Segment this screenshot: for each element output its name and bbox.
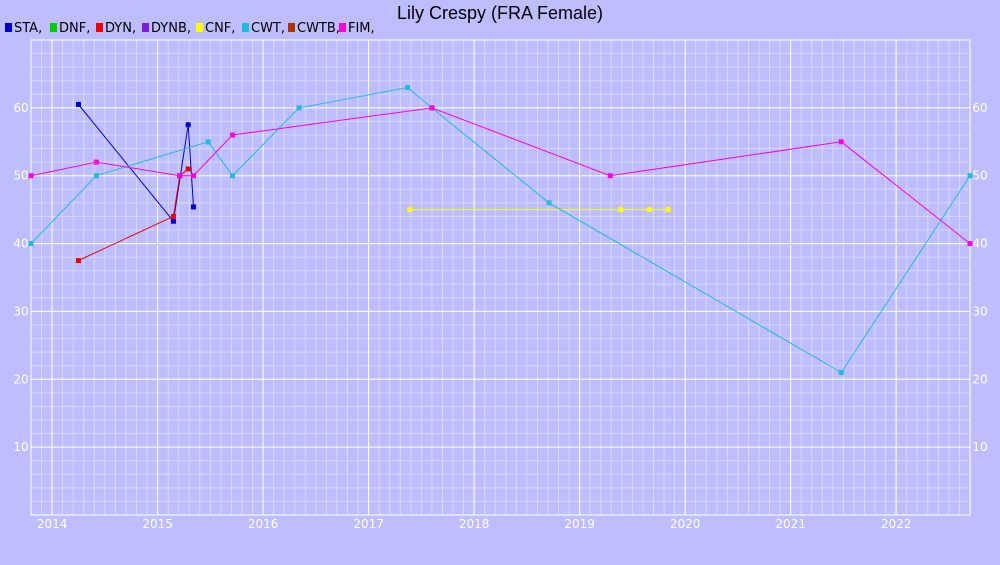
series-line-sta [78, 104, 194, 223]
data-point-cnf [646, 207, 652, 213]
data-point-cwt [230, 173, 236, 179]
legend-swatch-cnf [196, 23, 203, 32]
data-point-sta [170, 218, 176, 224]
data-point-cnf [665, 207, 671, 213]
plot-frame [30, 39, 971, 516]
y-tick-label-left: 40 [13, 237, 28, 251]
legend-label-dnf: DNF, [59, 21, 90, 36]
x-tick-label: 2017 [353, 517, 384, 531]
y-tick-label-left: 50 [13, 169, 28, 183]
x-tick-label: 2018 [459, 517, 490, 531]
data-point-cwt [205, 139, 211, 145]
series-line-dyn [78, 168, 189, 261]
y-tick-label-left: 30 [13, 304, 28, 318]
series-line-cwt [30, 86, 971, 374]
legend-swatch-cwt [242, 23, 249, 32]
series-fim [28, 105, 973, 247]
data-point-fim [230, 132, 236, 138]
data-point-fim [177, 173, 183, 179]
x-tick-label: 2022 [881, 517, 912, 531]
series-dyn [75, 166, 191, 264]
data-point-fim [429, 105, 435, 111]
legend-label-fim: FIM, [348, 21, 375, 36]
legend-swatch-dyn [96, 23, 103, 32]
legend-swatch-sta [5, 23, 12, 32]
data-point-fim [838, 139, 844, 145]
x-tick-label: 2021 [775, 517, 806, 531]
data-point-sta [190, 204, 196, 210]
legend-label-cwt: CWT, [251, 21, 285, 36]
data-point-cwt [967, 173, 973, 179]
series-cnf [407, 207, 671, 213]
data-point-cwt [28, 241, 34, 247]
data-point-cwt [838, 370, 844, 375]
x-tick-label: 2020 [670, 517, 701, 531]
data-point-dyn [185, 166, 191, 172]
legend-label-sta: STA, [14, 21, 42, 36]
legend-label-dyn: DYN, [105, 21, 136, 36]
data-point-cwt [405, 85, 411, 90]
legend-swatch-dynb [142, 23, 149, 32]
legend-swatch-cwtb [288, 23, 295, 32]
x-tick-label: 2016 [248, 517, 279, 531]
y-tick-label-left: 60 [13, 101, 28, 115]
data-point-sta [185, 122, 191, 128]
data-point-fim [93, 159, 99, 165]
data-point-fim [28, 173, 34, 179]
grid [30, 39, 971, 516]
series-group [28, 85, 973, 375]
chart-title: Lily Crespy (FRA Female) [397, 3, 603, 23]
y-tick-label-left: 20 [13, 372, 28, 386]
data-point-fim [967, 241, 973, 247]
data-point-fim [607, 173, 613, 179]
legend-label-cwtb: CWTB, [297, 21, 340, 36]
legend-label-cnf: CNF, [205, 21, 235, 36]
data-point-fim [190, 173, 196, 179]
legend-label-dynb: DYNB, [151, 21, 191, 36]
data-point-cnf [618, 207, 624, 213]
y-tick-label-right: 60 [972, 101, 987, 115]
x-tick-label: 2015 [142, 517, 173, 531]
data-point-cnf [407, 207, 413, 213]
series-sta [75, 101, 196, 224]
data-point-dyn [75, 258, 81, 264]
y-tick-label-left: 10 [13, 440, 28, 454]
y-tick-label-right: 30 [972, 304, 987, 318]
x-tick-label: 2019 [564, 517, 595, 531]
y-tick-label-right: 10 [972, 440, 987, 454]
legend-swatch-dnf [50, 23, 57, 32]
data-point-cwt [546, 200, 552, 206]
x-tick-label: 2014 [37, 517, 68, 531]
y-tick-label-right: 40 [972, 237, 987, 251]
data-point-cwt [93, 173, 99, 179]
legend-swatch-fim [339, 23, 346, 32]
data-point-sta [75, 101, 81, 107]
legend: STA, DNF, DYN, DYNB, CNF, CWT, CWTB, FIM, [5, 21, 375, 36]
data-point-dyn [170, 213, 176, 219]
y-tick-label-right: 20 [972, 372, 987, 386]
data-point-cwt [296, 105, 302, 111]
y-tick-label-right: 50 [972, 169, 987, 183]
